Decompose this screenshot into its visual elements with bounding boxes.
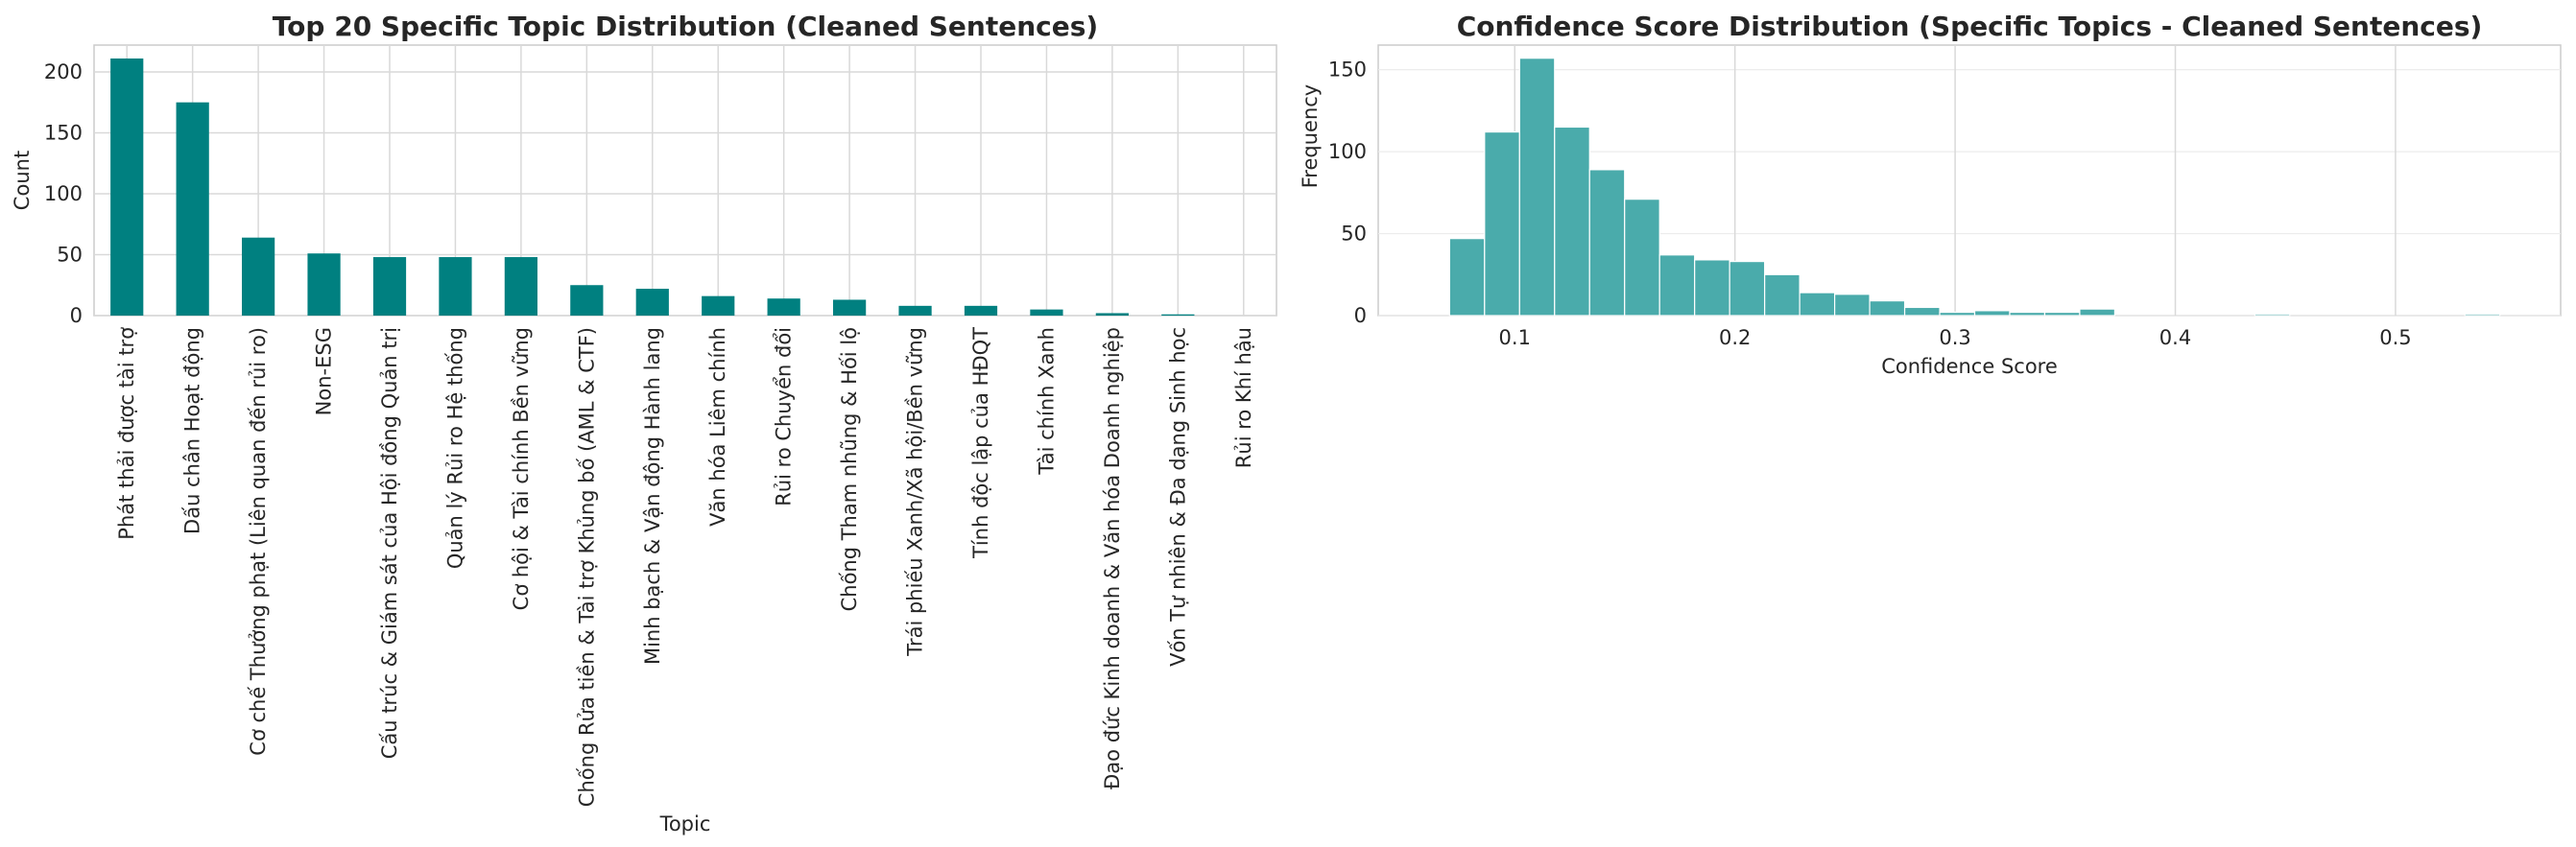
- bar-chart-xtick-label: Đạo đức Kinh doanh & Văn hóa Doanh nghiệ…: [1101, 327, 1124, 789]
- histogram-bin: [2079, 308, 2116, 317]
- topic-bar: [307, 253, 341, 316]
- bar-chart-ytick-label: 50: [57, 243, 83, 266]
- bar-chart-xtick-label: Tính độc lập của HĐQT: [969, 327, 992, 559]
- histogram-bin: [2254, 313, 2291, 317]
- bar-chart-plot-area: [93, 44, 1277, 317]
- bar-chart-xtick-label: Tài chính Xanh: [1035, 327, 1058, 476]
- topic-bar: [176, 102, 209, 317]
- topic-bar: [504, 257, 537, 316]
- histogram-bin: [1694, 259, 1730, 317]
- bar-chart-ytick-label: 100: [44, 182, 83, 205]
- histogram-xtick-label: 0.1: [1499, 326, 1531, 349]
- topic-bar: [833, 299, 867, 316]
- histogram-bin: [1729, 261, 1766, 317]
- bar-chart-xlabel: Topic: [659, 812, 711, 835]
- histogram-bin: [1833, 294, 1871, 317]
- histogram-bin: [1518, 58, 1556, 317]
- topic-bar: [1161, 314, 1195, 316]
- bar-chart-title: Top 20 Specific Topic Distribution (Clea…: [273, 11, 1098, 42]
- bar-chart-xtick-label: Rủi ro Khí hậu: [1232, 327, 1255, 468]
- histogram-bin: [1588, 169, 1626, 317]
- bar-chart-xtick-label: Dấu chân Hoạt động: [181, 327, 204, 534]
- topic-bar: [1030, 309, 1063, 316]
- bar-chart-ytick-label: 150: [44, 121, 83, 144]
- bar-chart-xtick-label: Cơ hội & Tài chính Bền vững: [510, 327, 533, 610]
- histogram-ytick-label: 150: [1328, 59, 1367, 82]
- histogram-title: Confidence Score Distribution (Specific …: [1457, 11, 2483, 42]
- bar-chart-xtick-label: Trái phiếu Xanh/Xã hội/Bền vững: [904, 327, 927, 657]
- bar-chart-xtick-label: Chống Rửa tiền & Tài trợ Khủng bố (AML &…: [575, 327, 598, 807]
- histogram-ylabel: Frequency: [1299, 84, 1322, 189]
- histogram-bin: [1799, 292, 1836, 317]
- histogram-ytick-label: 50: [1341, 223, 1367, 246]
- bar-chart-xtick-label: Cơ chế Thưởng phạt (Liên quan đến rủi ro…: [247, 327, 270, 756]
- histogram-bin: [1624, 199, 1660, 317]
- topic-bar: [767, 298, 800, 316]
- histogram-ytick-label: 100: [1328, 140, 1367, 163]
- histogram-bin: [1764, 273, 1801, 317]
- histogram-xtick-label: 0.3: [1939, 326, 1970, 349]
- bar-chart-xtick-label: Vốn Tự nhiên & Đa dạng Sinh học: [1166, 327, 1189, 667]
- bar-chart-xtick-label: Văn hóa Liêm chính: [706, 327, 729, 527]
- histogram-bin: [1484, 130, 1520, 317]
- topic-bar: [110, 58, 144, 317]
- topic-bar: [702, 295, 735, 316]
- bar-chart-xtick-label: Chống Tham nhũng & Hối lộ: [838, 327, 861, 611]
- histogram-xtick-label: 0.2: [1719, 326, 1751, 349]
- topic-bar: [242, 237, 275, 316]
- histogram-bin: [1658, 254, 1696, 317]
- confidence-histogram: Confidence Score Distribution (Specific …: [1299, 11, 2562, 378]
- histogram-bin: [1869, 300, 1906, 317]
- topic-bar: [964, 305, 998, 316]
- histogram-bin: [1448, 238, 1486, 317]
- topic-bar: [635, 289, 669, 316]
- bar-chart-xtick-label: Quản lý Rủi ro Hệ thống: [443, 327, 466, 569]
- histogram-bin: [2043, 311, 2081, 317]
- histogram-xtick-label: 0.4: [2159, 326, 2191, 349]
- histogram-bin: [1554, 126, 1590, 317]
- histogram-bin: [2009, 311, 2046, 317]
- bar-chart-xtick-label: Phát thải được tài trợ: [115, 327, 138, 540]
- topic-bar-chart: Top 20 Specific Topic Distribution (Clea…: [11, 11, 1277, 835]
- bar-chart-xtick-label: Rủi ro Chuyển đổi: [773, 327, 796, 506]
- bar-chart-ytick-label: 0: [70, 304, 83, 327]
- topic-bar: [372, 257, 407, 316]
- bar-chart-xtick-label: Non-ESG: [313, 327, 336, 415]
- histogram-bin: [1939, 311, 1976, 317]
- topic-bar: [898, 305, 932, 316]
- histogram-xlabel: Confidence Score: [1881, 355, 2058, 378]
- bar-chart-ytick-label: 200: [44, 60, 83, 83]
- bar-chart-ylabel: Count: [11, 151, 34, 210]
- histogram-ytick-label: 0: [1354, 304, 1367, 327]
- histogram-xtick-label: 0.5: [2379, 326, 2411, 349]
- histogram-bin: [2464, 313, 2501, 317]
- bar-chart-xtick-label: Cấu trúc & Giám sát của Hội đồng Quản tr…: [378, 327, 401, 759]
- histogram-bin: [1973, 310, 2011, 317]
- topic-bar: [570, 285, 604, 316]
- topic-bar: [439, 257, 472, 316]
- histogram-bin: [1903, 306, 1941, 317]
- bar-chart-xtick-label: Minh bạch & Vận động Hành lang: [641, 327, 664, 665]
- topic-bar: [1095, 313, 1129, 316]
